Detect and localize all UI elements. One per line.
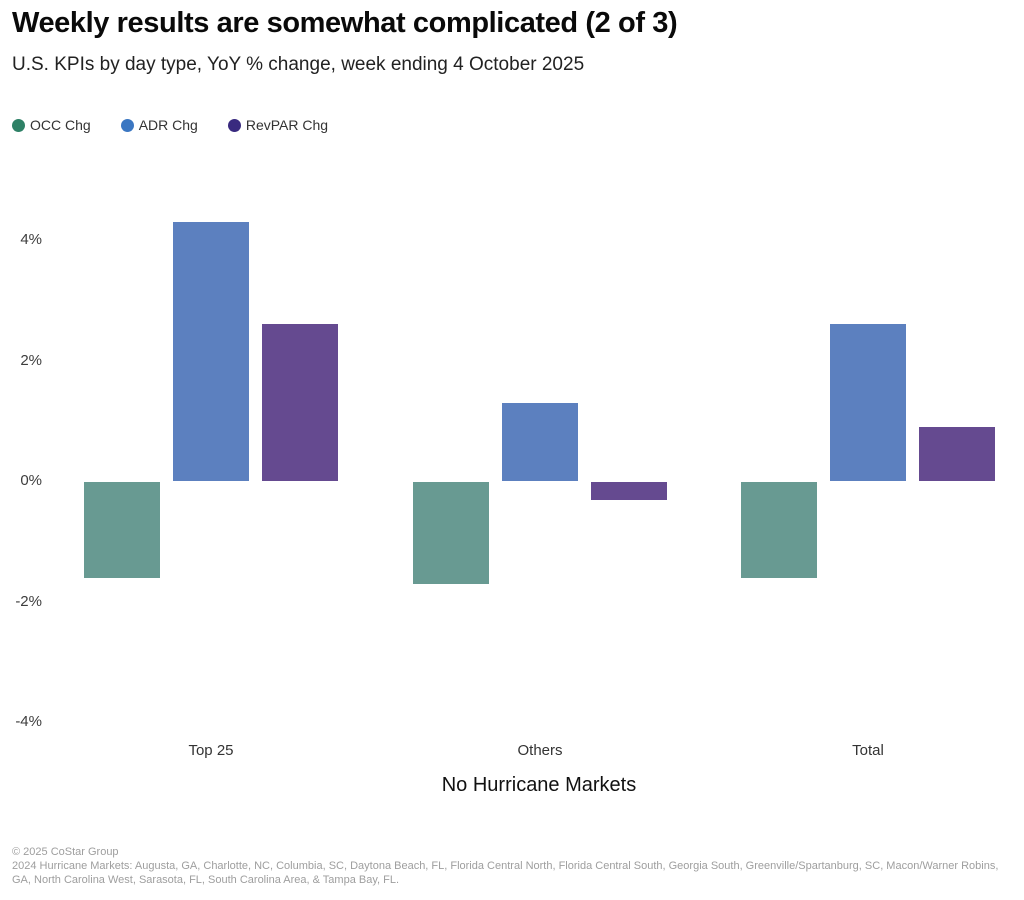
copyright-text: © 2025 CoStar Group <box>12 846 119 858</box>
bar-revpar-chg-total <box>919 426 995 481</box>
bar-revpar-chg-others <box>591 482 667 501</box>
legend-label: OCC Chg <box>30 117 91 133</box>
y-tick-label: 4% <box>20 231 42 248</box>
bar-revpar-chg-top-25 <box>262 324 338 481</box>
bar-adr-chg-total <box>830 324 906 481</box>
bar-adr-chg-top-25 <box>173 221 249 481</box>
page-title: Weekly results are somewhat complicated … <box>12 7 678 39</box>
footer: © 2025 CoStar Group 2024 Hurricane Marke… <box>12 845 1016 887</box>
y-tick-label: -2% <box>15 592 42 610</box>
legend-label: ADR Chg <box>138 117 198 133</box>
x-tick-label-total: Total <box>852 742 884 759</box>
bar-occ-chg-total <box>741 482 817 579</box>
legend-swatch-icon <box>120 118 134 132</box>
x-axis-title: No Hurricane Markets <box>441 774 637 796</box>
legend-label: RevPAR Chg <box>245 117 329 133</box>
x-tick-label-others: Others <box>517 742 563 759</box>
bar-occ-chg-others <box>413 482 489 585</box>
bar-adr-chg-others <box>502 402 578 481</box>
footnote-text: 2024 Hurricane Markets: Augusta, GA, Cha… <box>12 860 999 886</box>
y-tick-label: -4% <box>15 713 42 730</box>
bar-occ-chg-top-25 <box>84 482 160 579</box>
y-tick-label: 0% <box>20 472 42 489</box>
legend-swatch-icon <box>12 118 25 132</box>
legend-item-occ-chg: OCC Chg <box>12 117 91 133</box>
legend-item-revpar-chg: RevPAR Chg <box>227 117 329 133</box>
x-tick-label-top-25: Top 25 <box>188 742 234 759</box>
legend: OCC Chg ADR Chg RevPAR Chg <box>12 117 328 133</box>
legend-swatch-icon <box>227 118 241 132</box>
chart-subtitle: U.S. KPIs by day type, YoY % change, wee… <box>12 54 585 75</box>
y-tick-label: 2% <box>20 351 42 369</box>
legend-item-adr-chg: ADR Chg <box>120 117 198 133</box>
